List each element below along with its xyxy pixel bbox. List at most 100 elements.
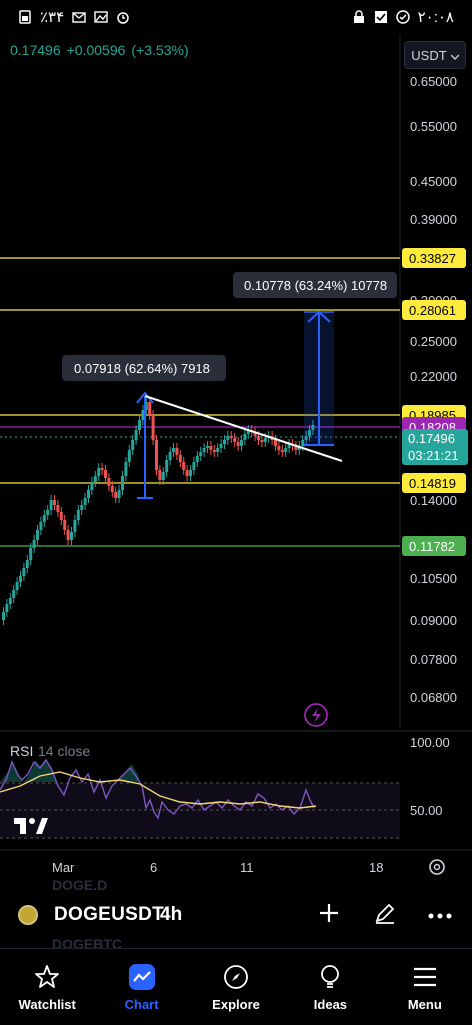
nav-menu[interactable]: Menu: [378, 949, 472, 1025]
status-bar: ٪۳۴ ۲۰:۰۸: [0, 0, 472, 34]
price-axis[interactable]: 0.650000.550000.450000.390000.300000.250…: [410, 74, 457, 705]
price-chart[interactable]: 0.650000.550000.450000.390000.300000.250…: [0, 34, 472, 880]
time-label-6: 6: [150, 860, 157, 875]
candle-body: [236, 442, 240, 446]
candle-body: [76, 510, 80, 520]
rsi-params: 14 close: [38, 743, 90, 759]
candle-body: [219, 444, 223, 448]
star-icon: [33, 963, 61, 991]
candle-body: [12, 590, 16, 598]
measure-2-label: 0.10778 (63.24%) 10778: [244, 278, 387, 293]
nav-ideas[interactable]: Ideas: [283, 949, 377, 1025]
time-label-mar: Mar: [52, 860, 75, 875]
more-options-button[interactable]: [423, 898, 457, 932]
trend-line[interactable]: [144, 395, 343, 462]
clock-time: ۲۰:۰۸: [417, 9, 454, 26]
status-right: ۲۰:۰۸: [352, 8, 454, 26]
candle-body: [114, 492, 118, 498]
candle-body: [206, 446, 209, 448]
candle-body: [8, 598, 12, 604]
candle-body: [25, 560, 29, 568]
candle-body: [22, 568, 26, 576]
candle-body: [36, 530, 39, 540]
candle-body: [229, 436, 233, 438]
price-level-label: 0.33827: [409, 251, 456, 266]
candle-body: [117, 490, 121, 498]
candle-body: [240, 440, 243, 446]
rsi-level-50: 50.00: [410, 803, 443, 818]
rsi-level-100: 100.00: [410, 735, 450, 750]
candle-body: [233, 438, 237, 442]
price-level-label: 0.28061: [409, 303, 456, 318]
candle-body: [42, 515, 46, 522]
candle-body: [185, 470, 189, 476]
currency-selector[interactable]: USDT: [404, 41, 466, 69]
bottom-navigation: Watchlist Chart Explore Ideas Menu: [0, 948, 472, 1025]
candles: [2, 397, 315, 625]
status-left: ٪۳۴: [18, 8, 130, 26]
candle-body: [199, 452, 203, 456]
compass-icon: [222, 963, 250, 991]
rsi-ma-line: [0, 771, 317, 809]
candle-body: [134, 430, 138, 440]
nav-chart-label: Chart: [124, 996, 159, 1012]
candle-body: [192, 462, 196, 470]
candle-body: [49, 500, 53, 510]
symbol-toolbar: DOGEUSDT 4h: [0, 896, 472, 934]
nav-ideas-label: Ideas: [313, 996, 348, 1012]
nav-explore-label: Explore: [212, 996, 260, 1012]
add-button[interactable]: [312, 898, 346, 932]
check-circle-icon: [395, 10, 410, 24]
timeframe-selector[interactable]: 4h: [160, 904, 183, 925]
candle-body: [100, 468, 104, 470]
candle-body: [131, 440, 135, 450]
candle-body: [212, 450, 216, 452]
price-change-percent: (+3.53%): [131, 42, 189, 58]
current-price-box: [402, 429, 468, 465]
nav-menu-label: Menu: [407, 996, 442, 1012]
lightning-icon[interactable]: [304, 703, 328, 727]
drawing-tools-button[interactable]: [368, 898, 402, 932]
candle-body: [124, 462, 128, 476]
price-tick: 0.45000: [410, 174, 457, 189]
time-label-18: 18: [369, 860, 383, 875]
price-level-labels: 0.338270.280610.189850.182080.148190.117…: [402, 248, 466, 556]
candle-body: [294, 446, 298, 450]
candle-body: [144, 402, 148, 410]
candle-body: [39, 522, 43, 530]
candle-body: [263, 438, 267, 442]
lightbulb-icon: [316, 963, 344, 991]
candle-body: [226, 436, 230, 440]
candle-body: [104, 470, 107, 478]
candle-body: [172, 448, 175, 452]
measure-tool-1[interactable]: 0.07918 (62.64%) 7918: [62, 355, 226, 499]
candle-body: [243, 434, 247, 440]
measure-1-arrow: [136, 391, 154, 404]
candle-body: [301, 440, 305, 446]
candle-body: [158, 470, 162, 480]
measure-tool-2[interactable]: 0.10778 (63.24%) 10778: [233, 272, 397, 446]
chart-icon: [128, 963, 156, 991]
candle-body: [182, 462, 186, 470]
candle-body: [2, 612, 5, 620]
time-axis[interactable]: Mar 6 11 18: [52, 860, 383, 875]
candle-body: [15, 582, 19, 590]
candle-body: [223, 440, 226, 444]
candle-body: [287, 444, 291, 448]
candle-body: [87, 490, 90, 498]
candle-body: [83, 498, 87, 505]
measure-1-label-box: [62, 355, 226, 381]
nav-watchlist[interactable]: Watchlist: [0, 949, 94, 1025]
check-box-icon: [374, 10, 388, 24]
hamburger-icon: [411, 963, 439, 991]
candle-body: [161, 472, 165, 480]
alarm-icon: [116, 10, 130, 24]
current-price-label: 0.17496 03:21:21: [402, 429, 468, 465]
nav-explore[interactable]: Explore: [189, 949, 283, 1025]
nav-chart[interactable]: Chart: [94, 949, 188, 1025]
tradingview-logo-icon: [14, 818, 48, 834]
symbol-name[interactable]: DOGEUSDT: [54, 904, 165, 925]
settings-icon[interactable]: [429, 859, 445, 875]
lock-icon: [352, 10, 366, 24]
chevron-down-icon: [450, 48, 460, 63]
